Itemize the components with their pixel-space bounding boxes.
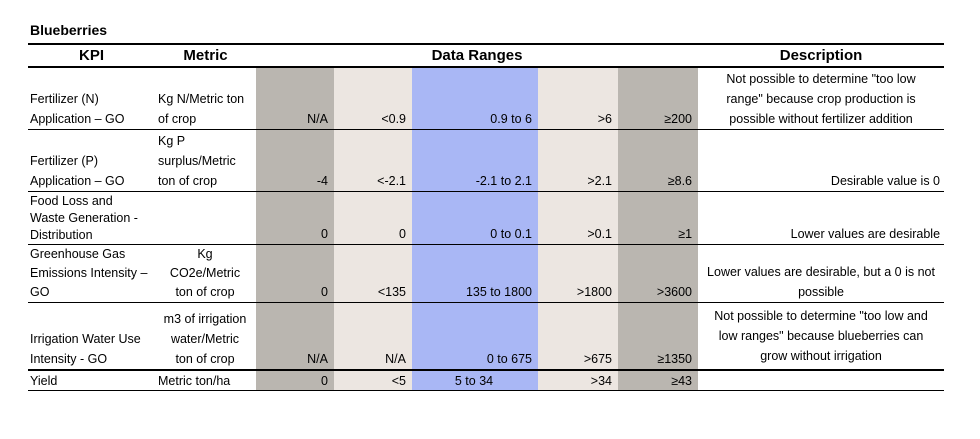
range-cell: N/A — [334, 302, 412, 371]
metric-cell: Kg CO2e/Metric ton of crop — [155, 244, 256, 303]
table-row: Food Loss and Waste Generation - Distribut… — [28, 191, 945, 245]
description-cell: Lower values are desirable, but a 0 is n… — [698, 244, 945, 303]
range-cell: >6 — [538, 67, 618, 130]
metric-cell: Metric ton/ha — [155, 369, 256, 391]
header-row: KPI Metric Data Ranges Description — [28, 43, 945, 68]
description-cell: Not possible to determine "too low range"… — [698, 67, 945, 130]
range-cell: ≥8.6 — [618, 129, 699, 192]
header-data-ranges: Data Ranges — [256, 43, 699, 68]
range-cell: 135 to 1800 — [412, 244, 538, 303]
range-cell: >3600 — [618, 244, 699, 303]
range-cell: -4 — [256, 129, 334, 192]
header-description: Description — [698, 43, 945, 68]
range-cell: >1800 — [538, 244, 618, 303]
range-cell: 0.9 to 6 — [412, 67, 538, 130]
range-cell: >2.1 — [538, 129, 618, 192]
range-cell: 0 — [256, 369, 334, 391]
range-cell: ≥200 — [618, 67, 699, 130]
kpi-cell: Fertilizer (N) Application – GO — [28, 67, 155, 130]
description-cell: Desirable value is 0 — [698, 129, 945, 192]
kpi-cell: Yield — [28, 369, 155, 391]
range-cell: 5 to 34 — [412, 369, 538, 391]
range-cell: >675 — [538, 302, 618, 371]
range-cell: ≥1 — [618, 191, 699, 245]
description-cell — [698, 369, 945, 391]
kpi-cell: Food Loss and Waste Generation - Distribut… — [28, 191, 155, 245]
range-cell: -2.1 to 2.1 — [412, 129, 538, 192]
range-cell: 0 to 0.1 — [412, 191, 538, 245]
kpi-cell: Greenhouse Gas Emissions Intensity – GO — [28, 244, 155, 303]
range-cell: N/A — [256, 302, 334, 371]
range-cell: ≥43 — [618, 369, 699, 391]
table-row: Irrigation Water Use Intensity - GO m3 of… — [28, 302, 945, 371]
header-metric: Metric — [155, 43, 256, 68]
table-row: Yield Metric ton/ha 0 <5 5 to 34 >34 ≥43 — [28, 369, 945, 391]
kpi-cell: Fertilizer (P) Application – GO — [28, 129, 155, 192]
range-cell: >0.1 — [538, 191, 618, 245]
range-cell: 0 to 675 — [412, 302, 538, 371]
table-row: Fertilizer (N) Application – GO Kg N/Metr… — [28, 67, 945, 130]
table-title: Blueberries — [30, 22, 108, 38]
description-cell: Lower values are desirable — [698, 191, 945, 245]
range-cell: <-2.1 — [334, 129, 412, 192]
kpi-table: KPI Metric Data Ranges Description Ferti… — [28, 43, 945, 391]
metric-cell: Kg N/Metric ton of crop — [155, 67, 256, 130]
range-cell: ≥1350 — [618, 302, 699, 371]
range-cell: N/A — [256, 67, 334, 130]
kpi-cell: Irrigation Water Use Intensity - GO — [28, 302, 155, 371]
description-cell: Not possible to determine "too low and lo… — [698, 302, 945, 371]
range-cell: 0 — [256, 244, 334, 303]
range-cell: <0.9 — [334, 67, 412, 130]
header-kpi: KPI — [28, 43, 155, 68]
range-cell: 0 — [256, 191, 334, 245]
metric-cell — [155, 191, 256, 245]
range-cell: <135 — [334, 244, 412, 303]
metric-cell: m3 of irrigation water/Metric ton of crop — [155, 302, 256, 371]
range-cell: >34 — [538, 369, 618, 391]
range-cell: 0 — [334, 191, 412, 245]
range-cell: <5 — [334, 369, 412, 391]
table-row: Greenhouse Gas Emissions Intensity – GO Kg… — [28, 244, 945, 303]
